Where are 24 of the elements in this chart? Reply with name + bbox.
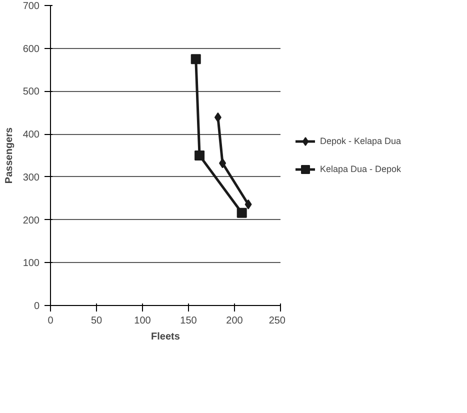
x-tick-label: 0 — [48, 316, 54, 326]
y-tick-label: 700 — [22, 1, 40, 12]
point — [236, 208, 247, 218]
y-tick-label: 400 — [22, 130, 40, 141]
x-tick-label: 100 — [134, 316, 152, 326]
point — [214, 112, 222, 122]
y-axis-title: Passengers — [4, 126, 15, 184]
y-tick-label: 300 — [22, 172, 40, 184]
y-tick-label: 500 — [22, 86, 40, 98]
y-tick-label: 100 — [22, 258, 40, 270]
x-axis-title: Fleets — [151, 332, 180, 342]
x-tick-label: 250 — [268, 316, 286, 326]
x-tick-label: 50 — [90, 316, 102, 326]
x-tick-label: 150 — [180, 316, 198, 326]
y-tick-label: 0 — [34, 301, 40, 312]
legend-label: Depok - Kelapa Dua — [320, 136, 402, 146]
x-tick-label: 200 — [226, 316, 244, 326]
point — [219, 158, 226, 168]
y-tick-label: 600 — [22, 44, 40, 55]
point — [190, 54, 201, 64]
legend-label: Kelapa Dua - Depok — [320, 164, 402, 174]
point — [194, 150, 205, 160]
y-tick-label: 200 — [22, 215, 40, 226]
point — [244, 199, 252, 210]
